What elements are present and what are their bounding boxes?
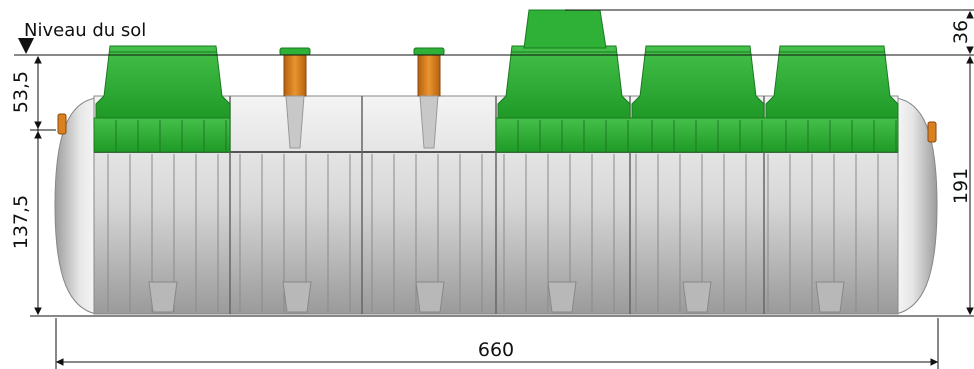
dimension-arrow (966, 46, 974, 55)
extension-riser (523, 9, 607, 49)
vent-pipe (413, 47, 445, 149)
access-cover (631, 45, 765, 152)
vent-pipe (279, 47, 311, 149)
access-covers (95, 45, 899, 152)
outlet-stub (927, 121, 937, 143)
dimension-lines (14, 9, 974, 369)
ground-level-triangle (18, 38, 34, 54)
dimension-arrow (34, 121, 42, 130)
support-foot (815, 281, 845, 313)
dimension-arrow (34, 307, 42, 316)
access-cover (95, 45, 231, 152)
vent-pipes (279, 47, 445, 149)
access-cover (765, 45, 899, 152)
support-foot (547, 281, 577, 313)
total-height-label: 191 (950, 168, 972, 204)
ground-level-label: Niveau du sol (24, 20, 146, 41)
dome-height-label: 36 (950, 20, 972, 44)
dimension-arrow (34, 130, 42, 139)
support-foot (682, 281, 712, 313)
dimension-arrow (930, 358, 939, 366)
green-upper-band (93, 117, 899, 153)
dimension-arrow (34, 55, 42, 64)
dimension-arrow (55, 358, 64, 366)
access-cover (497, 45, 631, 152)
dimension-arrow (966, 307, 974, 316)
support-foot (415, 281, 445, 313)
tank-feet (148, 281, 845, 313)
inlet-stub (57, 113, 67, 135)
support-foot (148, 281, 178, 313)
length-label: 660 (478, 339, 514, 361)
upper-height-label: 53,5 (10, 71, 32, 113)
lower-height-label: 137,5 (10, 195, 32, 249)
dimension-arrow (966, 55, 974, 64)
pipe-stubs (57, 113, 937, 143)
dimension-arrow (966, 10, 974, 19)
support-foot (282, 281, 312, 313)
